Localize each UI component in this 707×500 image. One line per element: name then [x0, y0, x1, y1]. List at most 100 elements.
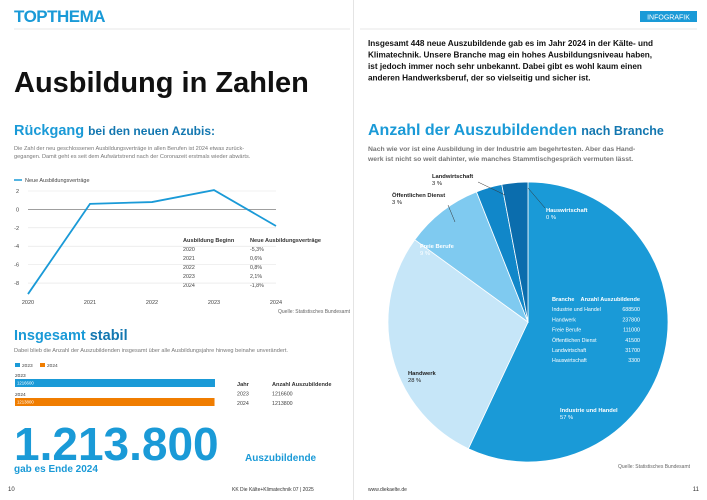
heading-rest: stabil: [90, 328, 128, 344]
heading-rest: nach Branche: [581, 124, 664, 138]
tag-box: [640, 11, 697, 22]
y-tick-label: -4: [14, 244, 19, 250]
leader-line: [477, 181, 506, 196]
table-cell: 2023: [183, 274, 195, 280]
table-cell: Handwerk: [552, 317, 576, 323]
table-cell: Freie Berufe: [552, 328, 581, 334]
tag: INFOGRAFIK: [647, 15, 690, 22]
pie-label: Landwirtschaft: [432, 174, 473, 180]
legend-swatch: [40, 363, 45, 367]
text-line: Insgesamt 448 neue Auszubildende gab es …: [368, 39, 653, 48]
x-tick-label: 2021: [84, 300, 96, 306]
section-heading: Insgesamt stabil: [14, 328, 128, 344]
table-cell: Öffentlichen Dienst: [552, 337, 597, 344]
table-cell: 31700: [625, 348, 640, 354]
section-heading: Anzahl der Auszubildenden nach Branche: [368, 122, 664, 139]
pie-label: Hauswirtschaft: [546, 208, 588, 214]
pie-value-label: 0 %: [546, 215, 556, 221]
big-caption: gab es Ende 2024: [14, 464, 98, 475]
pie-slice: [501, 181, 529, 323]
paragraph: Nach wie vor ist eine Ausbildung in der …: [367, 146, 635, 163]
table-cell: 2023: [237, 392, 249, 398]
x-tick-label: 2020: [22, 300, 34, 306]
table-cell: 1213800: [272, 401, 293, 407]
bar-value-label: 1213800: [17, 400, 34, 405]
pie-label: Handwerk: [408, 371, 436, 377]
source: Quelle: Statistisches Bundesamt: [618, 464, 691, 470]
table-cell: Landwirtschaft: [552, 348, 587, 354]
table-header: Anzahl Auszubildende: [272, 382, 331, 388]
table-header: Ausbildung Beginn: [183, 238, 235, 244]
text-line: Die Zahl der neu geschlossenen Ausbildun…: [14, 146, 244, 152]
paragraph: Die Zahl der neu geschlossenen Ausbildun…: [14, 146, 251, 160]
pie-value-label: 3 %: [392, 200, 402, 206]
leader-line: [447, 204, 456, 223]
page-number: 11: [693, 487, 700, 493]
big-unit: Auszubildende: [245, 453, 317, 464]
heading-strong: Insgesamt: [14, 328, 86, 344]
legend-label: Neue Ausbildungsverträge: [25, 178, 90, 184]
table-header: Jahr: [237, 382, 250, 388]
table-cell: 1216600: [272, 392, 293, 398]
pie-slice: [467, 181, 669, 463]
legend-label: 2024: [47, 363, 58, 369]
table-cell: 41500: [625, 338, 640, 344]
table: Jahr Anzahl Auszubildende 2023 1216600 2024 1…: [237, 382, 331, 407]
pie-value-label: 28 %: [408, 378, 421, 384]
page-number: 10: [8, 487, 15, 493]
pie-label: Öffentlichen Dienst: [392, 192, 445, 199]
table-cell: 237800: [622, 317, 640, 323]
section-label: TOPTHEMA: [14, 7, 105, 26]
url: www.diekaelte.de: [368, 487, 407, 493]
heading-strong: Anzahl der Auszubildenden: [368, 122, 577, 139]
table: Ausbildung Beginn Neue Ausbildungsverträg…: [183, 238, 321, 289]
magazine: KK Die Kälte+Klimatechnik 07 | 2025: [232, 487, 314, 493]
table-header: Branche: [552, 297, 574, 303]
text-line: Klimatechnik. Unsere Branche mag ein hoh…: [368, 51, 652, 60]
paragraph: Dabei blieb die Anzahl der Auszubildende…: [14, 348, 288, 354]
text-line: ist jedoch immer noch sehr unbekannt. Da…: [368, 62, 642, 71]
text-line: gegangen. Damit geht es seit dem Aufwärt…: [14, 154, 251, 160]
table-cell: -5,3%: [250, 247, 264, 253]
table-cell: 2024: [237, 401, 249, 407]
text-line: Nach wie vor ist eine Ausbildung in der …: [368, 146, 635, 153]
table-cell: 3300: [628, 358, 640, 364]
pie-label: Freie Berufe: [420, 244, 455, 250]
y-tick-label: 2: [16, 189, 19, 195]
x-tick-label: 2024: [270, 300, 282, 306]
pie-value-label: 3 %: [432, 181, 442, 187]
table-cell: 2021: [183, 256, 195, 262]
table-cell: 2024: [183, 283, 195, 289]
table-cell: 0,6%: [250, 256, 262, 262]
intro: Insgesamt 448 neue Auszubildende gab es …: [368, 39, 653, 83]
table-cell: 111000: [623, 328, 640, 334]
category-label: 2023: [15, 373, 26, 379]
category-label: 2024: [15, 392, 26, 398]
pie-slice: [414, 191, 529, 324]
pie-slice: [387, 239, 529, 450]
big-number: 1.213.800: [14, 418, 219, 470]
table-cell: -1,8%: [250, 283, 264, 289]
table-cell: 2,1%: [250, 274, 262, 280]
table-header: Neue Ausbildungsverträge: [250, 238, 321, 244]
source: Quelle: Statistisches Bundesamt: [278, 309, 351, 315]
page-title: Ausbildung in Zahlen: [14, 67, 309, 99]
table-cell: 2020: [183, 247, 195, 253]
table-cell: Industrie und Handel: [552, 307, 601, 313]
y-tick-label: -8: [14, 281, 19, 287]
heading-strong: Rückgang: [14, 123, 84, 139]
pie-value-label: 9 %: [420, 251, 430, 257]
section-heading: Rückgang bei den neuen Azubis:: [14, 123, 215, 139]
legend-label: 2023: [22, 363, 33, 369]
text-line: werk ist nicht so weit dahinter, wie man…: [367, 156, 633, 163]
x-tick-label: 2022: [146, 300, 158, 306]
bar-value-label: 1216600: [17, 381, 34, 386]
bar: [15, 379, 215, 387]
heading-rest: bei den neuen Azubis:: [88, 124, 215, 138]
text-line: anderen Handwerksberuf, der so vielseiti…: [368, 74, 591, 83]
pie-value-label: 57 %: [560, 415, 573, 421]
bar: [15, 398, 215, 406]
y-tick-label: -2: [14, 226, 19, 232]
